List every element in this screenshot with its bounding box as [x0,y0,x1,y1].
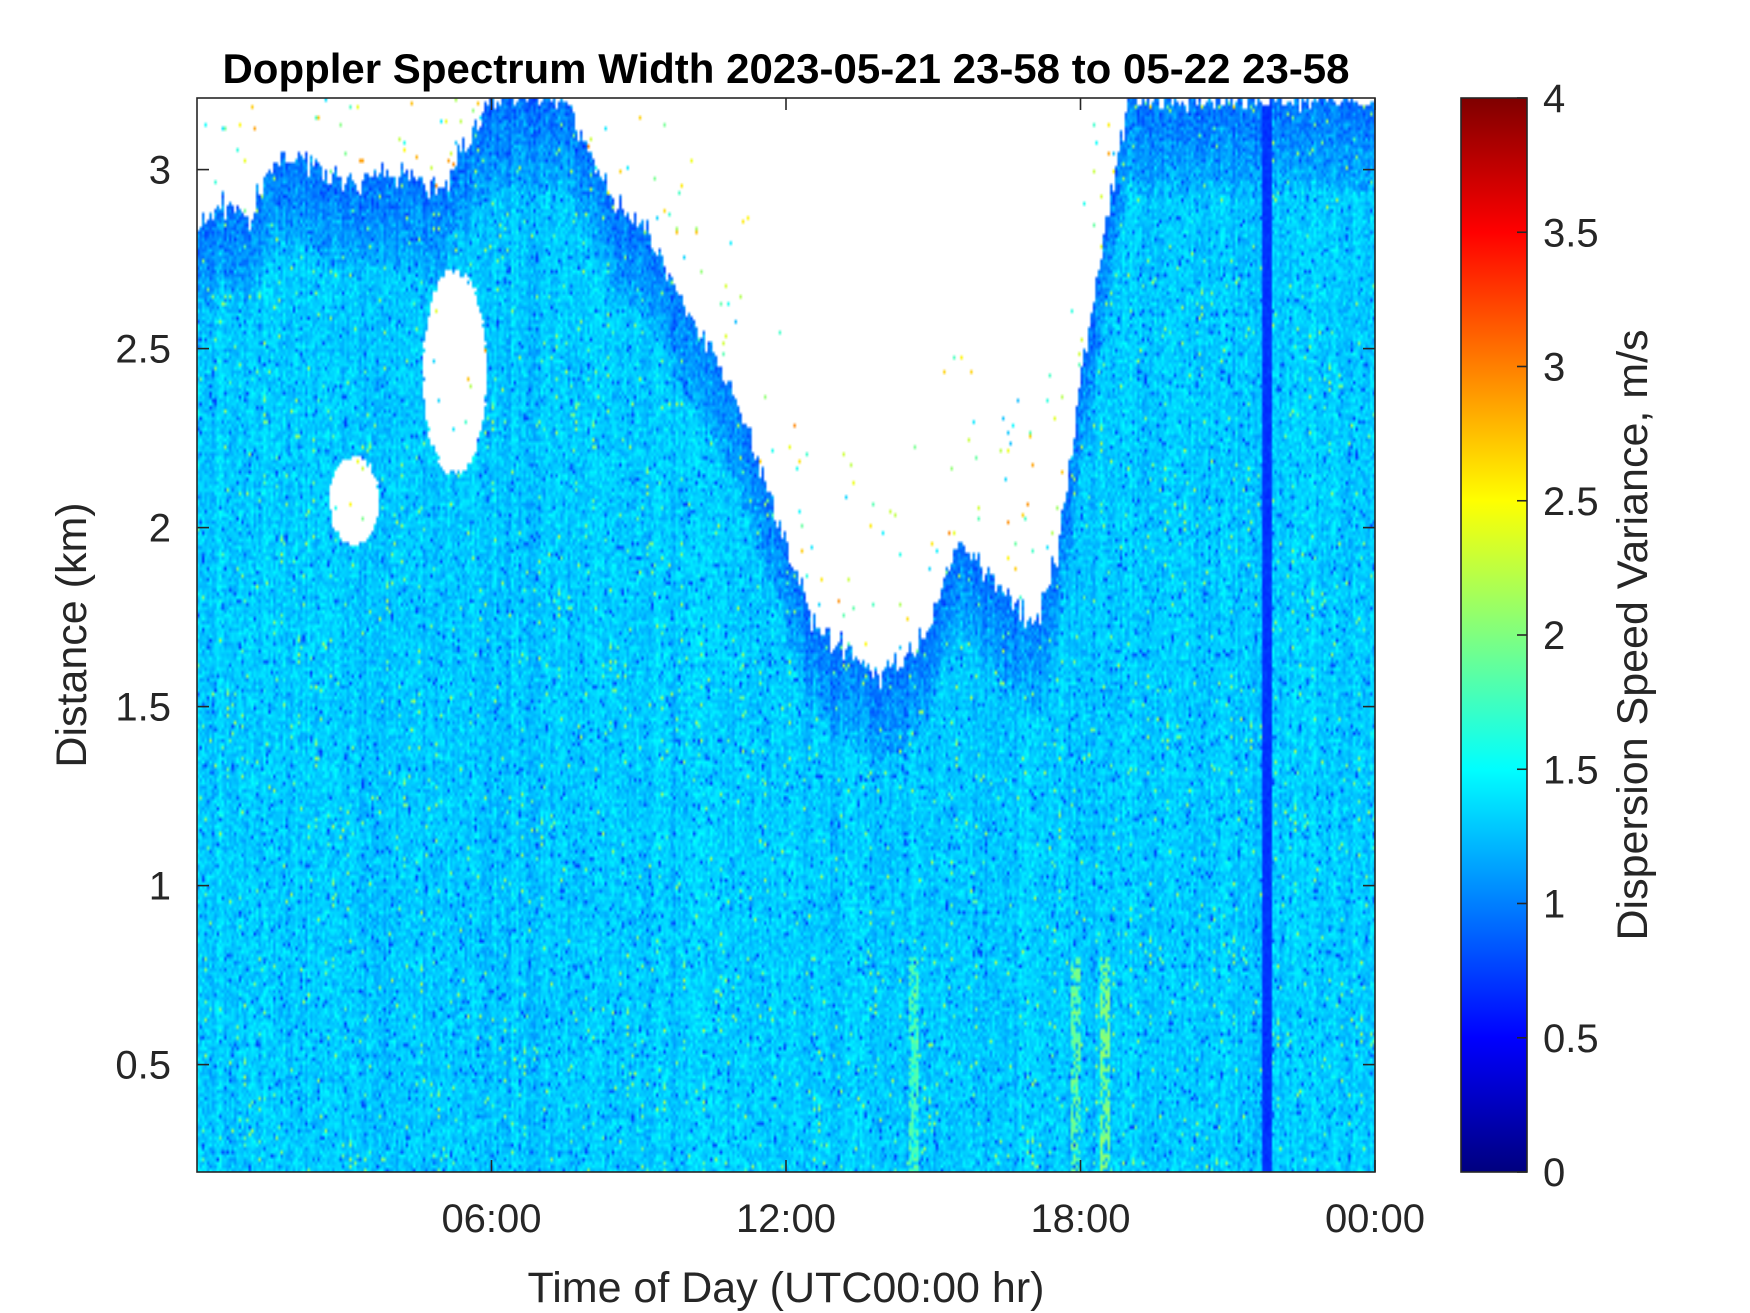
colorbar-tick-label: 0.5 [1543,1017,1599,1061]
y-axis-ticks: 0.5 1 1.5 2 2.5 3 [115,149,1375,1088]
colorbar-tick-label: 4 [1543,77,1565,121]
x-axis-ticks: 06:00 12:00 18:00 00:00 [441,98,1425,1241]
heatmap-image [197,98,1375,1172]
colorbar-label: Dispersion Speed Variance, m/s [1609,329,1657,940]
colorbar-ticks: 0 0.5 1 1.5 2 2.5 3 3.5 4 [1517,77,1599,1195]
x-tick-label: 12:00 [736,1197,836,1241]
x-tick-label: 06:00 [441,1197,541,1241]
x-axis-label: Time of Day (UTC00:00 hr) [528,1264,1045,1312]
y-tick-label: 3 [149,149,171,193]
x-tick-label: 00:00 [1325,1197,1425,1241]
colorbar-tick-label: 0 [1543,1151,1565,1195]
y-tick-label: 1.5 [115,686,171,730]
colorbar-tick-label: 1 [1543,883,1565,927]
colorbar-tick-label: 3.5 [1543,211,1599,255]
colorbar-tick-label: 3 [1543,346,1565,390]
y-tick-label: 2.5 [115,328,171,372]
colorbar-tick-label: 1.5 [1543,748,1599,792]
x-tick-label: 18:00 [1030,1197,1130,1241]
y-tick-label: 0.5 [115,1044,171,1088]
colorbar-tick-label: 2.5 [1543,480,1599,524]
y-tick-label: 1 [149,865,171,909]
colorbar [1460,97,1528,1173]
y-tick-label: 2 [149,507,171,551]
chart-title: Doppler Spectrum Width 2023-05-21 23-58 … [222,45,1349,92]
colorbar-tick-label: 2 [1543,614,1565,658]
y-axis-label: Distance (km) [48,502,96,767]
